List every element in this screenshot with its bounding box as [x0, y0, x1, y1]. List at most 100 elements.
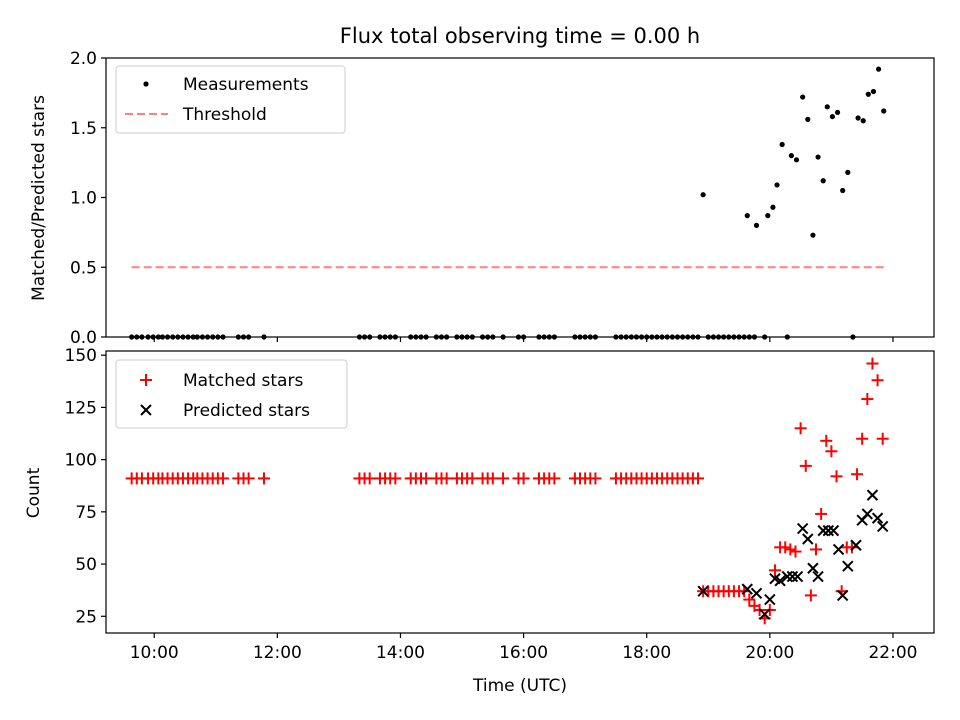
matched-stars-point: [799, 459, 812, 472]
measurements-point: [700, 192, 706, 198]
predicted-stars-point: [866, 489, 879, 501]
matched-stars-point: [363, 472, 376, 485]
matched-stars-legend-marker: [140, 374, 152, 386]
measurements-point: [753, 222, 760, 228]
matched-stars-point: [804, 589, 817, 602]
top-y-tick-label: 0.0: [70, 328, 97, 348]
x-tick-label: 16:00: [499, 643, 548, 663]
matched-stars-legend-label: Matched stars: [183, 371, 303, 391]
predicted-stars-point: [741, 583, 753, 595]
matched-stars-point: [589, 472, 602, 485]
bottom-y-tick-label: 50: [75, 555, 97, 575]
bottom-y-tick-label: 100: [65, 451, 97, 471]
measurements-legend-marker: [143, 81, 149, 87]
measurements-point: [840, 187, 846, 194]
measurements-point: [744, 213, 750, 219]
predicted-stars-point: [812, 570, 824, 583]
bottom-legend-box: [115, 359, 348, 429]
matched-stars-point: [768, 564, 781, 577]
matched-stars-point: [466, 472, 479, 485]
x-axis-label: Time (UTC): [472, 676, 567, 696]
bottom-y-tick-label: 75: [75, 503, 97, 523]
top-y-tick-label: 1.5: [70, 119, 97, 139]
predicted-stars-point: [764, 593, 776, 606]
measurements-point: [779, 141, 785, 148]
measurements-point: [824, 104, 830, 110]
predicted-stars-point: [817, 524, 829, 537]
top-y-ticks: 0.0 0.5 1.0 1.5 2.0: [70, 49, 106, 348]
matched-stars-point: [779, 541, 792, 554]
predicted-stars-point: [842, 560, 854, 572]
measurements-point: [855, 115, 861, 121]
predicted-stars-legend-label: Predicted stars: [183, 401, 310, 421]
measurements-point: [765, 213, 771, 219]
measurements-point: [870, 88, 877, 95]
matched-stars-point: [216, 472, 229, 485]
measurements-point: [815, 154, 821, 160]
matched-stars-point: [871, 374, 884, 387]
matched-stars-point: [789, 545, 802, 558]
measurements-point: [805, 116, 811, 122]
measurements-point: [770, 204, 776, 210]
top-y-tick-label: 2.0: [70, 49, 97, 69]
predicted-stars-point: [836, 589, 849, 602]
bottom-y-axis-label: Count: [24, 467, 44, 518]
predicted-stars-point: [781, 570, 793, 583]
bottom-marks: [125, 357, 889, 625]
predicted-stars-point: [697, 585, 709, 597]
matched-stars-point: [820, 434, 833, 447]
matched-stars-point: [743, 593, 756, 606]
measurements-point: [834, 109, 841, 116]
measurements-point: [810, 232, 816, 238]
top-legend-box: [115, 65, 346, 134]
predicted-stars-point: [827, 524, 840, 537]
predicted-stars-point: [791, 570, 804, 583]
matched-stars-point: [810, 543, 823, 556]
matched-stars-point: [692, 472, 705, 485]
predicted-stars-point: [807, 562, 819, 574]
bottom-axes-frame: [105, 350, 935, 634]
measurements-point: [881, 108, 887, 114]
top-panel: 0.00.51.01.52.0 Matched/Predicted stars …: [29, 49, 935, 348]
matched-stars-point: [389, 472, 402, 485]
predicted-stars-point: [861, 508, 874, 520]
predicted-stars-point: [750, 587, 763, 600]
matched-stars-point: [440, 472, 453, 485]
measurements-point: [875, 66, 882, 72]
predicted-stars-point: [871, 512, 884, 524]
measurements-point: [845, 169, 851, 175]
bottom-y-ticks: 25 50 75 100 125 150: [65, 346, 106, 627]
predicted-stars-legend-marker: [140, 404, 152, 416]
matched-stars-point: [856, 432, 869, 445]
x-tick-label: 22:00: [868, 643, 917, 663]
predicted-stars-point: [832, 543, 845, 556]
matched-stars-point: [815, 507, 828, 520]
predicted-stars-point: [876, 520, 889, 533]
matched-stars-point: [548, 472, 561, 485]
measurements-point: [860, 118, 866, 124]
predicted-stars-point: [802, 533, 814, 545]
figure-title: Flux total observing time = 0.00 h: [340, 24, 700, 48]
predicted-stars-point: [774, 575, 786, 587]
matched-stars-point: [784, 543, 797, 556]
matched-stars-point: [420, 472, 433, 485]
x-tick-label: 20:00: [745, 643, 794, 663]
top-y-tick-label: 1.0: [70, 189, 97, 209]
measurements-point: [865, 91, 871, 97]
measurements-point: [820, 178, 826, 184]
x-tick-label: 18:00: [622, 643, 671, 663]
matched-stars-point: [861, 393, 874, 406]
matched-stars-point: [845, 541, 858, 554]
top-y-tick-label: 0.5: [70, 258, 97, 278]
bottom-y-tick-label: 125: [65, 398, 97, 418]
bottom-y-tick-label: 150: [65, 346, 97, 366]
bottom-x-ticks: 10:00 12:00 14:00 16:00 18:00 20:00 22:00: [130, 633, 917, 663]
predicted-stars-point: [796, 522, 809, 535]
matched-stars-point: [517, 472, 530, 485]
measurements-point: [829, 113, 836, 120]
threshold-legend-label: Threshold: [182, 105, 267, 125]
predicted-stars-point: [758, 608, 771, 620]
measurements-point: [774, 182, 780, 188]
top-y-axis-label: Matched/Predicted stars: [29, 95, 49, 301]
